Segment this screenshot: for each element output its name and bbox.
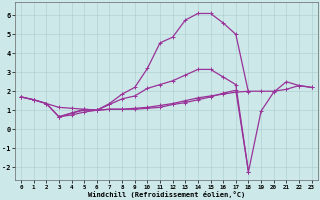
X-axis label: Windchill (Refroidissement éolien,°C): Windchill (Refroidissement éolien,°C) (88, 191, 245, 198)
